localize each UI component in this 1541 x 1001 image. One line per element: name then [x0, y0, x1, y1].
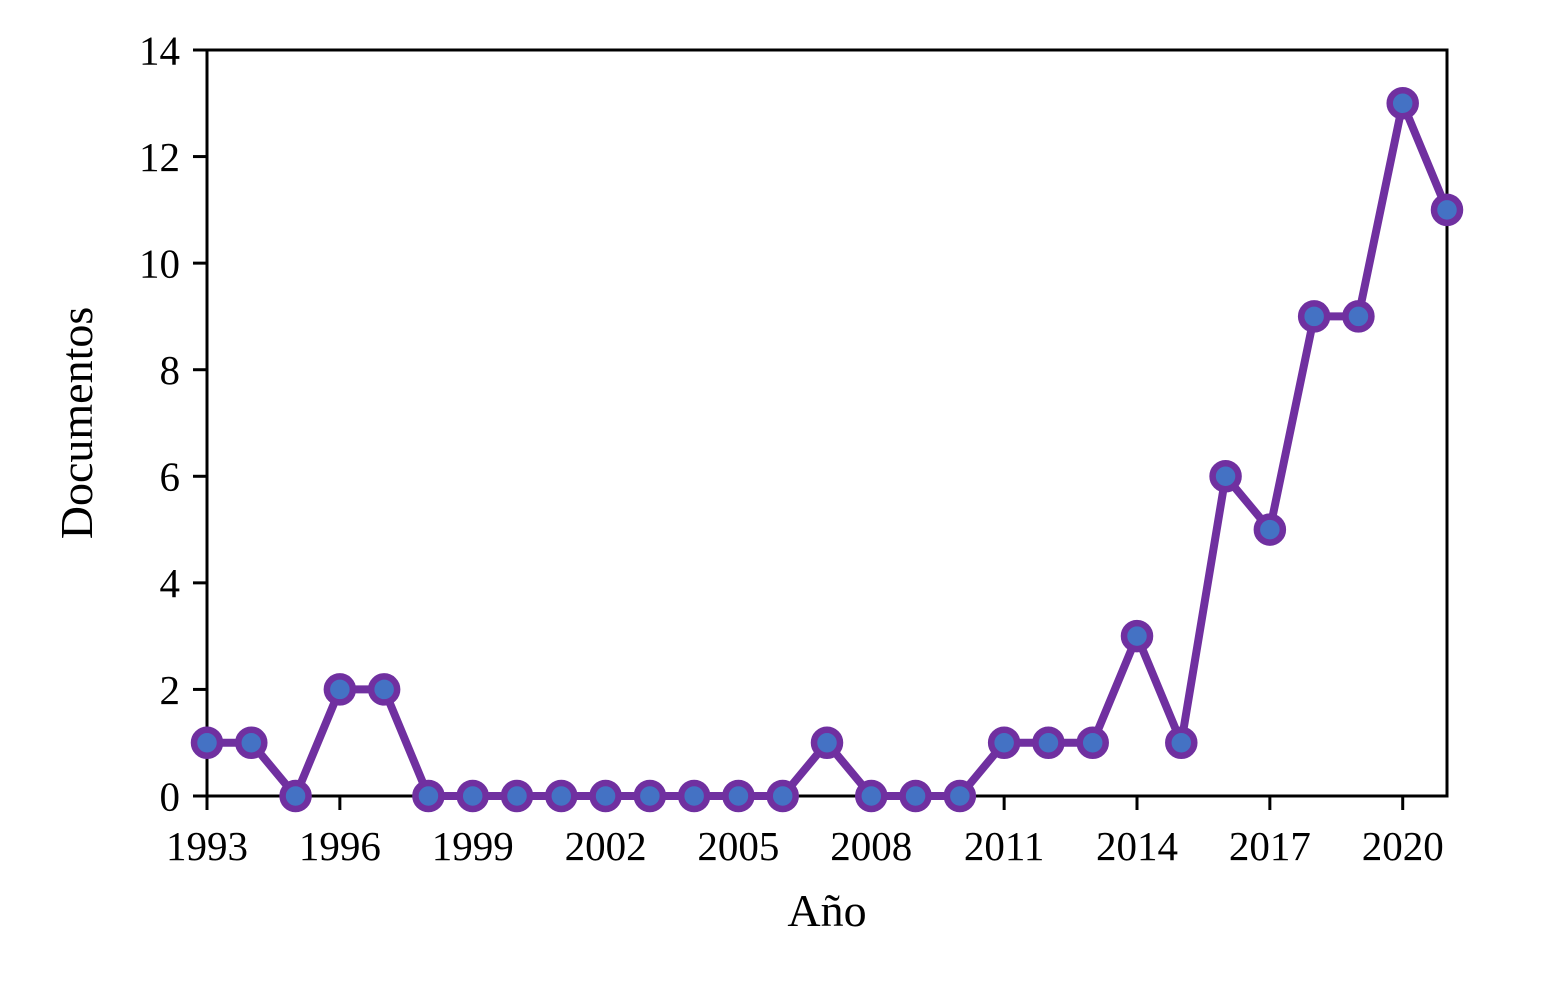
y-tick-label: 2 — [160, 667, 181, 713]
plot-area-border — [205, 48, 1449, 798]
y-tick-label: 8 — [160, 347, 181, 393]
data-point-1996 — [323, 673, 357, 706]
y-tick-label: 10 — [139, 240, 180, 286]
data-point-2011 — [987, 726, 1021, 759]
data-point-2015 — [1165, 726, 1198, 759]
data-point-2003 — [633, 779, 667, 813]
data-point-2014 — [1120, 619, 1154, 653]
data-point-2013 — [1076, 726, 1109, 759]
x-tick-label: 2014 — [1096, 823, 1178, 869]
axis-tick-labels: 0 2 4 6 8 10 12 14 1993 1996 1999 2002 2005 2008 2011 2… — [139, 27, 1444, 869]
data-point-2001 — [545, 779, 578, 813]
data-point-2012 — [1032, 726, 1065, 759]
data-point-2006 — [766, 779, 799, 813]
x-tick-label: 1999 — [432, 823, 514, 869]
data-point-2019 — [1342, 300, 1375, 333]
data-point-2016 — [1209, 460, 1242, 493]
data-point-1998 — [412, 779, 445, 813]
data-point-2018 — [1297, 300, 1331, 333]
x-tick-label: 2017 — [1229, 823, 1311, 869]
data-point-1994 — [235, 726, 268, 759]
x-tick-label: 1993 — [166, 823, 248, 869]
data-point-1993 — [190, 726, 224, 759]
data-point-2005 — [722, 779, 755, 813]
x-tick-label: 2002 — [565, 823, 647, 869]
y-axis-title: Documentos — [51, 307, 102, 540]
data-point-2017 — [1253, 513, 1287, 546]
data-point-2009 — [899, 779, 932, 813]
y-tick-label: 6 — [160, 454, 181, 500]
data-point-1995 — [279, 779, 312, 813]
data-series — [190, 87, 1464, 813]
data-point-1997 — [367, 673, 401, 706]
y-tick-label: 4 — [160, 560, 181, 606]
x-tick-label: 2005 — [697, 823, 779, 869]
data-point-2007 — [810, 726, 844, 759]
data-point-2021 — [1430, 193, 1464, 227]
x-tick-label: 2008 — [830, 823, 912, 869]
y-tick-label: 12 — [139, 134, 180, 180]
y-tick-label: 14 — [139, 27, 180, 73]
data-point-1999 — [456, 779, 489, 813]
data-point-2000 — [500, 779, 534, 813]
x-axis-title: Año — [787, 885, 866, 936]
data-point-2020 — [1386, 87, 1419, 120]
x-tick-label: 2020 — [1362, 823, 1444, 869]
data-point-2004 — [677, 779, 711, 813]
data-point-2010 — [943, 779, 977, 813]
x-tick-label: 1996 — [299, 823, 381, 869]
data-point-2008 — [855, 779, 888, 813]
y-tick-label: 0 — [160, 773, 181, 819]
data-point-2002 — [589, 779, 622, 813]
x-tick-label: 2011 — [964, 823, 1044, 869]
